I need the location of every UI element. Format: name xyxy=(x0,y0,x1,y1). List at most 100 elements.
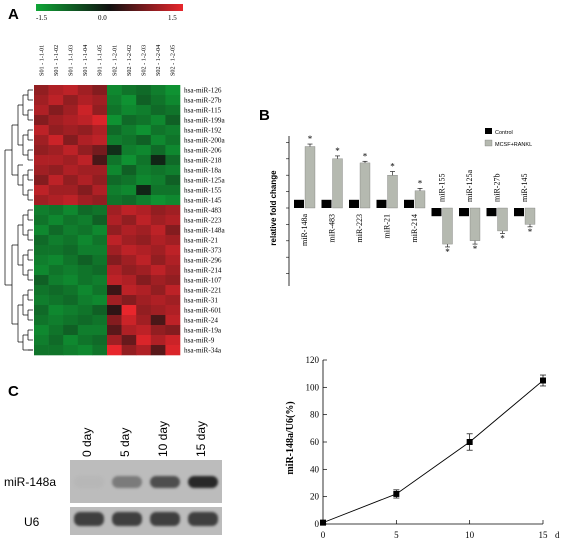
line-y-tick-label: 40 xyxy=(310,464,320,474)
heatmap-cell xyxy=(48,255,64,266)
heatmap-cell xyxy=(121,185,137,196)
gene-label: hsa-miR-145 xyxy=(184,197,222,205)
heatmap-cell xyxy=(77,305,93,316)
heatmap-cell xyxy=(150,255,166,266)
gene-label: hsa-miR-24 xyxy=(184,317,218,325)
heatmap-cell xyxy=(48,175,64,186)
heatmap-cell xyxy=(107,335,122,346)
heatmap-cell xyxy=(77,285,93,296)
gene-label: hsa-miR-483 xyxy=(184,207,222,215)
heatmap-cell xyxy=(121,225,137,236)
line-y-tick-label: 120 xyxy=(306,355,320,365)
heatmap-cell xyxy=(121,105,137,116)
bar-mcsf-rankl xyxy=(414,190,426,209)
heatmap-cell xyxy=(107,205,122,216)
heatmap-cell xyxy=(48,275,64,286)
line-x-tick-label: 0 xyxy=(321,530,326,540)
heatmap-cell xyxy=(121,165,137,176)
heatmap-cell xyxy=(34,285,49,296)
heatmap-cell xyxy=(92,305,108,316)
heatmap-cell xyxy=(165,265,181,276)
heatmap-cell xyxy=(34,315,49,326)
significance-star: * xyxy=(500,233,505,243)
heatmap-cell xyxy=(48,265,64,276)
heatmap-figure: -1.5 0.0 1.5 S01 - 1-1-01 S01 - 1-1-02 S01… xyxy=(4,4,226,356)
heatmap-cell xyxy=(63,185,79,196)
heatmap-cell xyxy=(48,165,64,176)
heatmap-cell xyxy=(136,325,152,336)
heatmap-cell xyxy=(121,195,137,206)
heatmap-cell xyxy=(107,155,122,166)
heatmap-cell xyxy=(92,295,108,306)
heatmap-cell xyxy=(136,145,152,156)
heatmap-cell xyxy=(121,255,137,266)
significance-star: * xyxy=(445,247,450,257)
heatmap-cell xyxy=(92,125,108,136)
heatmap-cell xyxy=(150,115,166,126)
heatmap-cell xyxy=(48,185,64,196)
heatmap-cell xyxy=(63,145,79,156)
line-y-tick-label: 60 xyxy=(310,437,320,447)
heatmap-cell xyxy=(48,205,64,216)
heatmap-cell xyxy=(63,125,79,136)
heatmap-cell xyxy=(34,335,49,346)
heatmap-cell xyxy=(136,95,152,106)
heatmap-cell xyxy=(150,205,166,216)
heatmap-cell xyxy=(92,335,108,346)
heatmap-cell xyxy=(150,305,166,316)
gene-label: hsa-miR-221 xyxy=(184,287,222,295)
heatmap-cell xyxy=(165,345,181,356)
heatmap-cell xyxy=(136,135,152,146)
significance-star: * xyxy=(308,134,313,144)
bar-category-label: miR-155 xyxy=(438,174,447,202)
heatmap-cell xyxy=(77,275,93,286)
significance-star: * xyxy=(473,244,478,254)
heatmap-cell xyxy=(107,345,122,356)
heatmap-cell xyxy=(34,245,49,256)
heatmap-cell xyxy=(63,275,79,286)
heatmap-cell xyxy=(165,135,181,146)
heatmap-cell xyxy=(165,205,181,216)
time-course-line-chart: miR-148a/U6(%) 0 20 40 60 80 100 120 0 5 10 15 d xyxy=(285,355,560,540)
heatmap-cell xyxy=(63,315,79,326)
gene-label: hsa-miR-115 xyxy=(184,107,222,115)
heatmap-cell xyxy=(121,115,137,126)
gel-lane-labels: 0 day 5 day 10 day 15 day xyxy=(70,395,222,457)
heatmap-cell xyxy=(121,175,137,186)
heatmap-cell xyxy=(150,215,166,226)
line-y-tick-label: 0 xyxy=(315,519,320,529)
heatmap-cell xyxy=(136,105,152,116)
line-path xyxy=(322,380,544,524)
heatmap-cell xyxy=(34,205,49,216)
gel-lane-label: 10 day xyxy=(156,420,170,457)
heatmap-cell xyxy=(165,165,181,176)
gene-label: hsa-miR-125a xyxy=(184,177,226,185)
heatmap-cell xyxy=(165,85,181,96)
gel-panel: 0 day 5 day 10 day 15 day miR-148a U6 xyxy=(0,395,230,540)
sample-label: S02 - 1-2-02 xyxy=(126,45,133,76)
heatmap-cell xyxy=(92,255,108,266)
bar-y-ticks xyxy=(286,142,289,274)
line-point xyxy=(320,519,326,526)
heatmap-cell xyxy=(121,315,137,326)
gel-image xyxy=(70,460,222,535)
heatmap-cell xyxy=(77,125,93,136)
heatmap-cell xyxy=(107,195,122,206)
gene-label: hsa-miR-373 xyxy=(184,247,222,255)
heatmap-cell xyxy=(150,335,166,346)
bar-category-label: miR-148a xyxy=(300,214,309,246)
heatmap-cell xyxy=(48,225,64,236)
heatmap-cell xyxy=(150,85,166,96)
heatmap-cell xyxy=(165,295,181,306)
heatmap-cell xyxy=(34,135,49,146)
line-x-tick-label: 5 xyxy=(394,530,399,540)
heatmap-cell xyxy=(107,165,122,176)
bar-control xyxy=(376,199,387,208)
gene-label: hsa-miR-218 xyxy=(184,157,222,165)
line-ticks: 0 20 40 60 80 100 120 0 5 10 15 xyxy=(306,355,549,540)
heatmap-cell xyxy=(34,345,49,356)
gene-label: hsa-miR-34a xyxy=(184,347,222,355)
heatmap-cell xyxy=(34,125,49,136)
heatmap-cell xyxy=(150,95,166,106)
heatmap-cell xyxy=(48,215,64,226)
